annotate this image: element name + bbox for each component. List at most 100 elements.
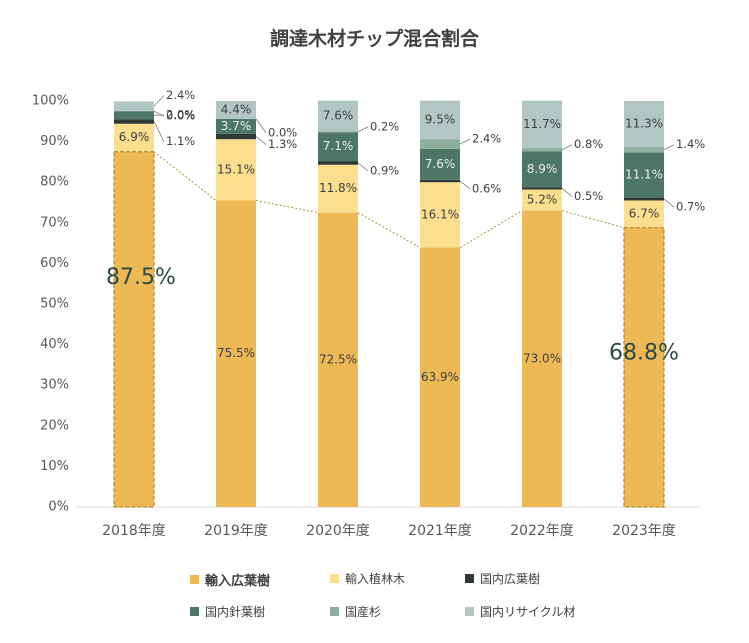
label-leader-line (153, 121, 165, 142)
legend-swatch (465, 607, 474, 616)
y-tick-label: 20% (40, 418, 69, 433)
legend-item-domestic-recycled: 国内リサイクル材 (465, 603, 575, 620)
legend-item-imported-hardwood: 輸入広葉樹 (190, 570, 270, 589)
y-tick-label: 100% (32, 94, 69, 109)
label-leader-line (153, 95, 165, 107)
highlight-outline (623, 227, 665, 508)
data-label: 6.7% (629, 207, 660, 221)
bar-segment (114, 111, 154, 120)
connector-line (561, 210, 625, 229)
bar-segment (318, 132, 358, 162)
data-label: 1.3% (268, 137, 297, 151)
legend-swatch (330, 574, 339, 583)
y-tick-label: 90% (40, 134, 69, 149)
bar-segment (318, 161, 358, 165)
bar-segment (318, 212, 358, 507)
legend-label: 輸入広葉樹 (205, 574, 271, 589)
legend-label: 国内広葉樹 (480, 572, 541, 586)
legend-swatch (190, 575, 199, 584)
bar-segment (114, 119, 154, 124)
legend-item-imported-plantation: 輸入植林木 (330, 570, 405, 587)
data-label: 1.4% (676, 137, 705, 151)
label-leader-line (663, 144, 675, 151)
highlight-outline (113, 151, 155, 508)
data-label: 7.1% (323, 139, 354, 153)
data-label: 0.9% (370, 163, 399, 177)
data-label: 75.5% (217, 346, 255, 360)
bar-segment (522, 187, 562, 190)
legend-item-domestic-cedar: 国産杉 (330, 603, 381, 620)
data-label: 73.0% (523, 351, 561, 365)
bar-segment (216, 139, 256, 201)
chart-title: 調達木材チップ混合割合 (269, 28, 479, 50)
bar-segment (216, 133, 256, 140)
bar-segment (420, 179, 460, 183)
data-label: 2.4% (166, 88, 195, 102)
legend-item-domestic-softwood: 国内針葉樹 (190, 603, 265, 620)
label-leader-line (459, 180, 471, 190)
y-tick-label: 70% (40, 215, 69, 230)
x-tick-label: 2019年度 (204, 523, 268, 539)
legend-label: 輸入植林木 (345, 572, 406, 586)
label-leader-line (255, 136, 267, 145)
bar-segment (522, 151, 562, 188)
bar-segment (624, 197, 664, 201)
data-label: 3.7% (221, 119, 252, 133)
bar-segment (318, 131, 358, 133)
x-tick-label: 2023年度 (612, 523, 676, 539)
data-label: 11.1% (625, 168, 663, 182)
bar-segment (522, 189, 562, 211)
bar-segment (318, 164, 358, 213)
data-label: 7.6% (425, 157, 456, 171)
data-label: 9.5% (425, 112, 456, 126)
data-label: 2.0% (166, 108, 195, 122)
bar-segment (114, 123, 154, 152)
data-label: 11.8% (319, 181, 357, 195)
data-label: 2.4% (472, 132, 501, 146)
data-label: 0.5% (574, 189, 603, 203)
highlight-label: 68.8% (609, 341, 679, 366)
data-label: 15.1% (217, 162, 255, 176)
label-leader-line (459, 138, 471, 145)
y-tick-label: 50% (40, 297, 69, 312)
bar-segment (624, 146, 664, 153)
data-label: 16.1% (421, 207, 459, 221)
connector-line (459, 210, 523, 248)
x-tick-label: 2021年度 (408, 523, 472, 539)
data-label: 0.6% (472, 181, 501, 195)
data-label: 6.9% (119, 130, 150, 144)
data-label: 11.7% (523, 117, 561, 131)
bar-segment (318, 100, 358, 132)
bar-segment (522, 100, 562, 149)
connector-line (255, 199, 319, 214)
data-label: 11.3% (625, 116, 663, 130)
label-leader-line (255, 118, 267, 134)
bar-segment (114, 151, 154, 507)
data-label: 4.4% (221, 102, 252, 116)
bar-segment (624, 152, 664, 198)
data-label: 0.2% (370, 119, 399, 133)
label-leader-line (663, 198, 675, 208)
y-tick-label: 80% (40, 175, 69, 190)
connector-line (153, 151, 217, 201)
bar-segment (522, 148, 562, 152)
legend-label: 国産杉 (345, 605, 382, 619)
bar-segment (420, 148, 460, 180)
x-tick-label: 2020年度 (306, 523, 370, 539)
legend-item-domestic-hardwood: 国内広葉樹 (465, 570, 540, 587)
x-tick-label: 2022年度 (510, 523, 574, 539)
highlight-label: 87.5% (106, 265, 176, 290)
data-label: 7.6% (323, 109, 354, 123)
label-leader-line (561, 144, 573, 151)
connector-line (357, 212, 421, 249)
bar-segment (114, 101, 154, 112)
bar-segment (216, 200, 256, 507)
label-leader-line (357, 162, 369, 172)
legend-swatch (330, 607, 339, 616)
legend-swatch (190, 607, 199, 616)
data-label: 0.8% (574, 137, 603, 151)
bar-segment (420, 247, 460, 508)
bar-segment (624, 200, 664, 228)
y-tick-label: 40% (40, 337, 69, 352)
